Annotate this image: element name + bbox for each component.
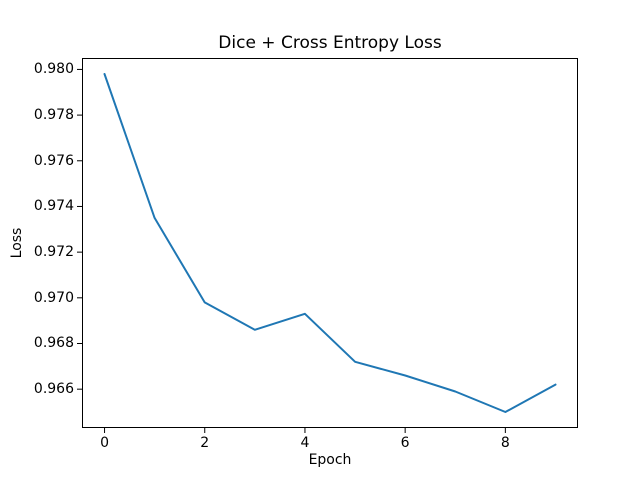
y-tick-label: 0.978: [33, 107, 74, 124]
y-tick-label: 0.974: [33, 198, 74, 215]
x-tick-label: 6: [400, 435, 410, 451]
y-tick-label: 0.980: [33, 61, 74, 78]
loss-line: [103, 73, 557, 413]
y-tick-label: 0.966: [33, 381, 74, 398]
chart-title: Dice + Cross Entropy Loss: [218, 33, 442, 53]
y-tick-label: 0.970: [33, 289, 74, 306]
plot-area: [77, 58, 578, 433]
y-tick-label: 0.972: [33, 244, 74, 261]
x-tick-label: 0: [100, 435, 109, 451]
x-tick-label: 4: [300, 435, 310, 451]
y-tick-label: 0.976: [33, 152, 74, 169]
x-tick-label: 2: [200, 435, 210, 451]
plot-frame: [82, 58, 578, 428]
x-axis-label: Epoch: [308, 452, 352, 468]
y-tick-label: 0.968: [33, 335, 74, 352]
x-tick-label: 8: [500, 435, 510, 451]
